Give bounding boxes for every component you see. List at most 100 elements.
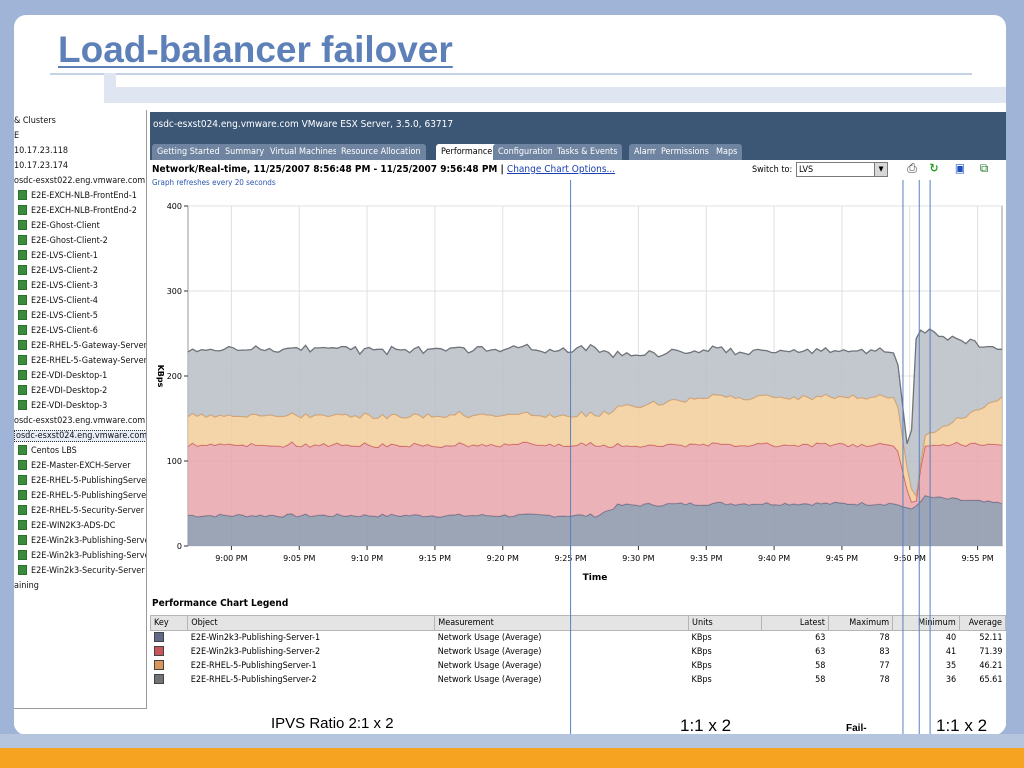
tree-item-label: E2E-Win2k3-Security-Server bbox=[31, 566, 145, 576]
tree-item[interactable]: E2E-LVS-Client-3 bbox=[18, 279, 98, 293]
tree-item[interactable]: osdc-esxst024.eng.vmware.com bbox=[14, 429, 146, 443]
tab-summary[interactable]: Summary bbox=[220, 144, 270, 160]
legend-row[interactable]: E2E-RHEL-5-PublishingServer-1 Network Usa… bbox=[151, 659, 1006, 673]
legend-minimum: 41 bbox=[945, 647, 957, 657]
ratio-mid-label: 1:1 x 2 bbox=[680, 716, 732, 735]
legend-object: E2E-RHEL-5-PublishingServer-2 bbox=[190, 675, 317, 685]
vm-icon bbox=[18, 505, 27, 515]
tree-item[interactable]: E2E-Ghost-Client-2 bbox=[18, 234, 108, 248]
legend-row[interactable]: E2E-RHEL-5-PublishingServer-2 Network Usa… bbox=[151, 673, 1006, 687]
legend-measurement: Network Usage (Average) bbox=[437, 647, 542, 657]
tree-item[interactable]: E2E-LVS-Client-1 bbox=[18, 249, 98, 263]
tree-item[interactable]: aining bbox=[14, 579, 39, 593]
legend-col-measurement[interactable]: Measurement bbox=[434, 615, 690, 631]
tab-tasks-events[interactable]: Tasks & Events bbox=[552, 144, 623, 160]
chart-range: Network/Real-time, 11/25/2007 8:56:48 PM… bbox=[152, 164, 616, 175]
tree-item[interactable]: E2E-LVS-Client-6 bbox=[18, 324, 98, 338]
save-icon[interactable]: ▣ bbox=[954, 161, 966, 175]
legend-row[interactable]: E2E-Win2k3-Publishing-Server-2 Network Us… bbox=[151, 645, 1006, 659]
tab-maps[interactable]: Maps bbox=[711, 144, 743, 160]
popout-icon[interactable]: ⧉ bbox=[979, 161, 989, 175]
inventory-tree[interactable]: & Clusters E 10.17.23.118 10.17.23.174 osdc-… bbox=[14, 110, 147, 709]
legend-minimum: 40 bbox=[945, 633, 957, 643]
legend-col-key[interactable]: Key bbox=[149, 615, 189, 631]
tree-item-label: Centos LBS bbox=[31, 446, 77, 456]
tree-item[interactable]: E2E-LVS-Client-5 bbox=[18, 309, 98, 323]
switch-to-select[interactable]: LVS ▼ bbox=[796, 162, 888, 177]
legend-units: KBps bbox=[691, 633, 712, 643]
tree-item[interactable]: 10.17.23.118 bbox=[14, 144, 68, 158]
legend-col-minimum[interactable]: Minimum bbox=[892, 615, 960, 631]
legend-minimum: 35 bbox=[945, 661, 957, 671]
tree-item[interactable]: E2E-LVS-Client-2 bbox=[18, 264, 98, 278]
tab-getting-started[interactable]: Getting Started bbox=[152, 144, 225, 160]
legend-row[interactable]: E2E-Win2k3-Publishing-Server-1 Network Us… bbox=[151, 631, 1006, 646]
tab-performance[interactable]: Performance bbox=[436, 144, 498, 160]
refresh-icon[interactable]: ↻ bbox=[929, 161, 939, 175]
y-tick-label: 300 bbox=[167, 287, 182, 296]
vm-icon bbox=[18, 325, 27, 335]
performance-panel: osdc-esxst024.eng.vmware.com VMware ESX … bbox=[149, 110, 1006, 728]
legend-col-latest[interactable]: Latest bbox=[761, 615, 829, 631]
tree-item[interactable]: E bbox=[14, 129, 19, 143]
tree-item[interactable]: Centos LBS bbox=[18, 444, 77, 458]
tree-item[interactable]: E2E-Win2k3-Publishing-Server- bbox=[18, 534, 146, 548]
legend-key bbox=[151, 645, 188, 659]
tree-item[interactable]: E2E-Ghost-Client bbox=[18, 219, 100, 233]
legend-col-object[interactable]: Object bbox=[187, 615, 436, 631]
tree-item[interactable]: E2E-LVS-Client-4 bbox=[18, 294, 98, 308]
tree-item[interactable]: 10.17.23.174 bbox=[14, 159, 68, 173]
tree-item[interactable]: E2E-VDI-Desktop-3 bbox=[18, 399, 107, 413]
legend-col-average[interactable]: Average bbox=[958, 615, 1006, 631]
y-tick-label: 200 bbox=[167, 372, 182, 381]
x-tick-label: 9:15 PM bbox=[419, 554, 451, 563]
ipvs-ratio-label: IPVS Ratio 2:1 x 2 bbox=[271, 715, 394, 732]
tree-item[interactable]: E2E-VDI-Desktop-2 bbox=[18, 384, 107, 398]
tab-resource-allocation[interactable]: Resource Allocation bbox=[336, 144, 426, 160]
legend-units: KBps bbox=[691, 661, 712, 671]
series-area bbox=[188, 394, 1002, 502]
tree-item-label: E2E-LVS-Client-6 bbox=[31, 326, 98, 336]
tree-item[interactable]: E2E-RHEL-5-PublishingServer-1 bbox=[18, 474, 146, 488]
vsphere-screenshot: & Clusters E 10.17.23.118 10.17.23.174 osdc-… bbox=[14, 110, 1006, 728]
tab-virtual-machines[interactable]: Virtual Machines bbox=[265, 144, 343, 160]
tree-item[interactable]: E2E-RHEL-5-Security-Server bbox=[18, 504, 144, 518]
tree-item[interactable]: E2E-RHEL-5-Gateway-Server bbox=[18, 339, 146, 353]
vm-icon bbox=[18, 370, 27, 380]
tree-item[interactable]: E2E-EXCH-NLB-FrontEnd-1 bbox=[18, 189, 137, 203]
footer-band bbox=[0, 734, 1024, 748]
legend-col-units[interactable]: Units bbox=[688, 615, 763, 631]
tree-item[interactable]: osdc-esxst023.eng.vmware.com bbox=[14, 414, 145, 428]
x-tick-label: 9:10 PM bbox=[351, 554, 383, 563]
tree-item-label: E2E-VDI-Desktop-2 bbox=[31, 386, 108, 396]
tree-item[interactable]: E2E-Win2k3-Security-Server bbox=[18, 564, 145, 578]
tree-item[interactable]: osdc-esxst022.eng.vmware.com bbox=[14, 174, 145, 188]
legend-object: E2E-RHEL-5-PublishingServer-1 bbox=[190, 661, 317, 671]
tree-item-label: E2E-Ghost-Client-2 bbox=[31, 236, 108, 246]
vm-icon bbox=[18, 445, 27, 455]
tree-item-label: E2E-Win2k3-Publishing-Server- bbox=[31, 551, 147, 561]
legend-latest: 58 bbox=[815, 661, 826, 671]
print-icon[interactable]: ⎙ bbox=[907, 161, 917, 175]
vm-icon bbox=[18, 310, 27, 320]
tree-item[interactable]: E2E-RHEL-5-PublishingServer-2 bbox=[18, 489, 146, 503]
tree-item[interactable]: E2E-Master-EXCH-Server bbox=[18, 459, 131, 473]
change-chart-options-link[interactable]: Change Chart Options... bbox=[506, 164, 616, 175]
tree-item[interactable]: E2E-EXCH-NLB-FrontEnd-2 bbox=[18, 204, 137, 218]
vm-icon bbox=[18, 400, 27, 410]
tab-configuration[interactable]: Configuration bbox=[493, 144, 558, 160]
tree-item-label: E2E-RHEL-5-Gateway-Server-2 bbox=[31, 356, 147, 366]
tab-permissions[interactable]: Permissions bbox=[656, 144, 714, 160]
vm-icon bbox=[18, 205, 27, 215]
legend-swatch bbox=[153, 659, 164, 670]
tree-item[interactable]: E2E-WIN2K3-ADS-DC bbox=[18, 519, 115, 533]
y-tick-label: 400 bbox=[167, 202, 182, 211]
tree-item[interactable]: E2E-VDI-Desktop-1 bbox=[18, 369, 107, 383]
tree-item[interactable]: E2E-Win2k3-Publishing-Server- bbox=[18, 549, 147, 563]
refresh-note: Graph refreshes every 20 seconds bbox=[152, 178, 276, 187]
tree-item[interactable]: & Clusters bbox=[14, 114, 56, 128]
chevron-down-icon[interactable]: ▼ bbox=[874, 163, 887, 176]
title-rule bbox=[50, 73, 972, 75]
legend-col-maximum[interactable]: Maximum bbox=[827, 615, 894, 631]
tree-item[interactable]: E2E-RHEL-5-Gateway-Server-2 bbox=[18, 354, 147, 368]
